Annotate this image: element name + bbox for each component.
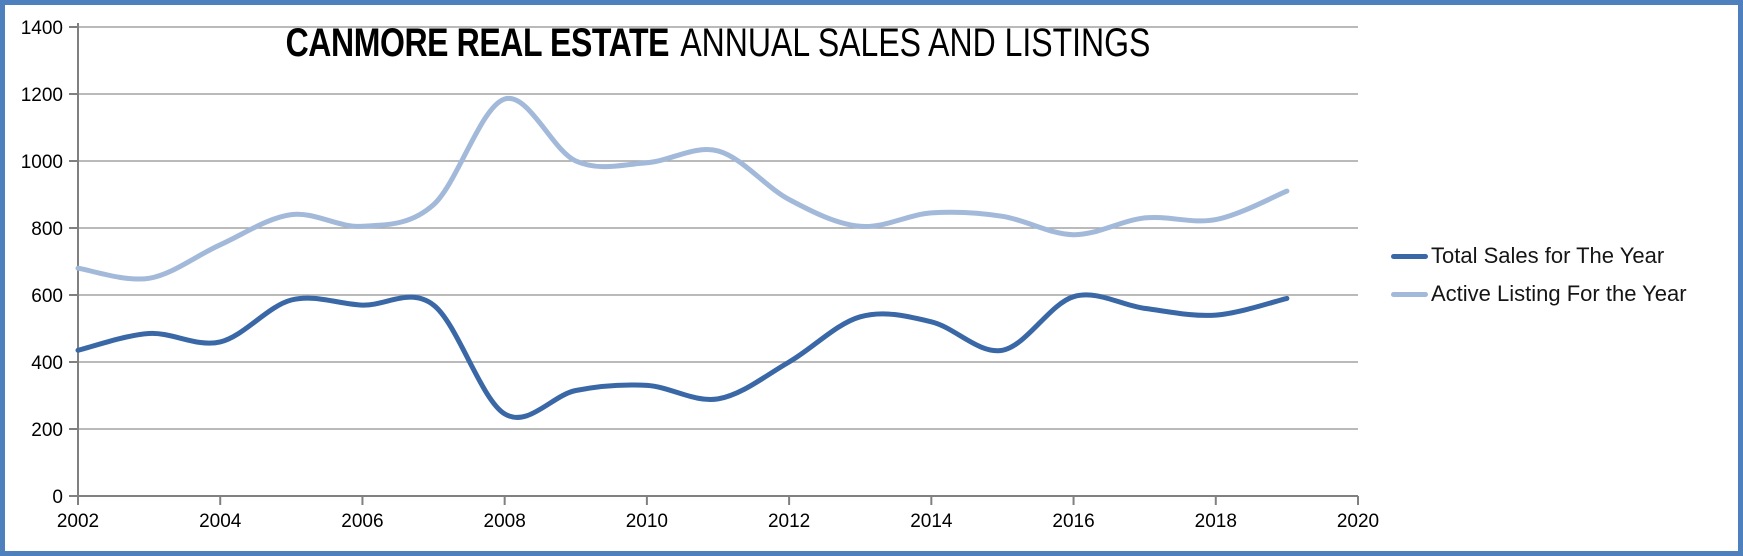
y-axis-label: 1200 (21, 85, 63, 106)
y-axis-label: 1400 (21, 18, 63, 39)
chart-title: CANMORE REAL ESTATE ANNUAL SALES AND LIS… (206, 21, 1230, 66)
x-axis-label: 2016 (1052, 511, 1094, 532)
x-axis-label: 2020 (1337, 511, 1379, 532)
legend-label-active-listings: Active Listing For the Year (1431, 281, 1687, 306)
chart-title-bold: CANMORE REAL ESTATE (285, 21, 670, 65)
x-axis-label: 2002 (57, 511, 99, 532)
x-axis-label: 2014 (910, 511, 953, 532)
y-axis-label: 400 (31, 353, 63, 374)
x-axis-label: 2008 (484, 511, 526, 532)
series-line-active-listings (75, 96, 1290, 282)
y-axis-label: 0 (52, 487, 63, 508)
legend-item-total-sales: Total Sales for The Year (1391, 243, 1687, 269)
y-axis-label: 200 (31, 420, 63, 441)
legend: Total Sales for The Year Active Listing … (1391, 243, 1687, 307)
x-axis-label: 2018 (1195, 511, 1237, 532)
chart-canvas: 0 200 400 600 800 1000 1200 1400 2002 2004 2006 200… (21, 18, 1379, 532)
x-axis-label: 2006 (341, 511, 383, 532)
legend-item-active-listings: Active Listing For the Year (1391, 281, 1687, 307)
y-axis-label: 600 (31, 286, 63, 307)
legend-swatch-active-listings (1391, 291, 1428, 297)
chart-title-light: ANNUAL SALES AND LISTINGS (680, 21, 1151, 65)
legend-label-total-sales: Total Sales for The Year (1431, 243, 1665, 268)
legend-swatch-total-sales (1391, 253, 1428, 259)
x-axis-label: 2010 (626, 511, 668, 532)
x-axis-label: 2004 (199, 511, 242, 532)
series-line-total-sales (75, 292, 1290, 420)
x-axis-label: 2012 (768, 511, 810, 532)
y-axis-label: 800 (31, 219, 63, 240)
y-axis-label: 1000 (21, 152, 63, 173)
